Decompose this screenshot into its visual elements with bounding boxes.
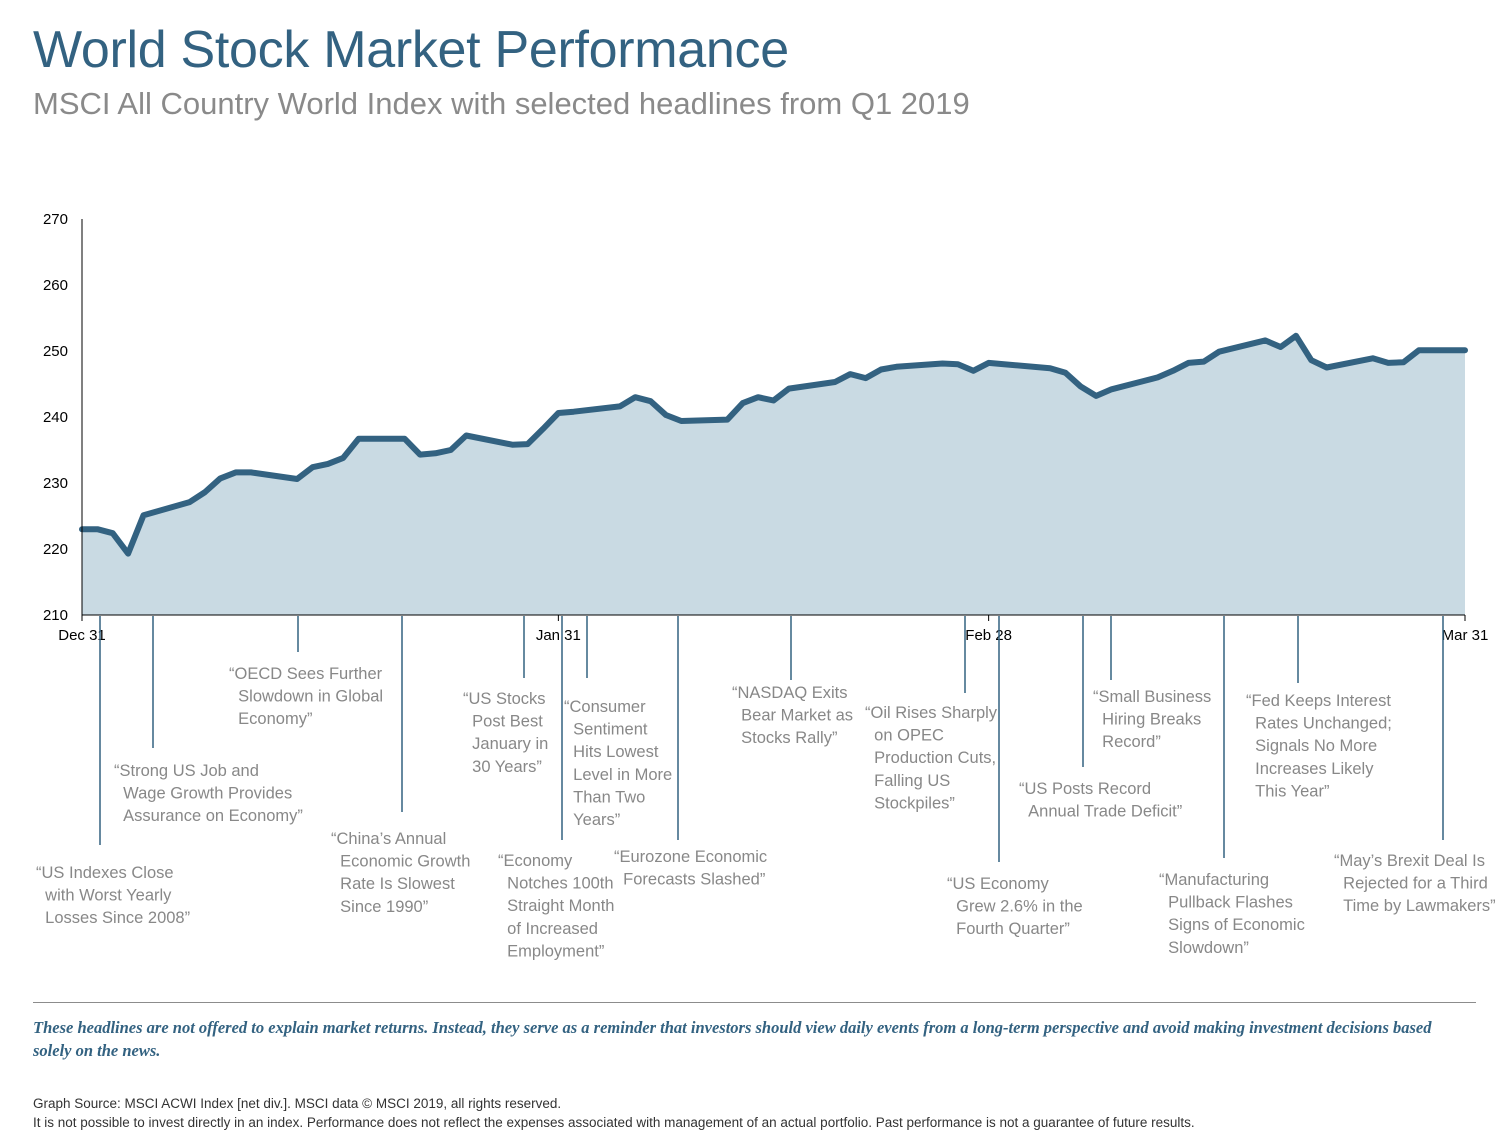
y-tick-label: 210 xyxy=(43,607,68,624)
headline-annotation: “US Economy Grew 2.6% in the Fourth Quar… xyxy=(947,875,1083,938)
headline-line: “China’s Annual xyxy=(331,830,446,848)
headline-annotation: “May’s Brexit Deal Is Rejected for a Thi… xyxy=(1334,852,1496,915)
headline-line: 30 Years” xyxy=(463,758,542,776)
headline-line: Signals No More xyxy=(1246,737,1377,755)
y-tick-label: 240 xyxy=(43,409,68,426)
headline-annotation: “US Indexes Close with Worst Yearly Loss… xyxy=(36,864,190,927)
headline-line: Notches 100th xyxy=(498,875,614,893)
headline-line: Stockpiles” xyxy=(865,794,955,812)
headline-line: “Manufacturing xyxy=(1159,871,1269,889)
headline-line: Slowdown in Global xyxy=(229,688,383,706)
y-tick-label: 260 xyxy=(43,277,68,294)
footer-divider xyxy=(33,1002,1476,1003)
headline-line: Assurance on Economy” xyxy=(114,807,303,825)
headline-line: Straight Month xyxy=(498,897,614,915)
headline-line: Record” xyxy=(1093,733,1161,751)
x-tick-label: Jan 31 xyxy=(536,627,581,644)
headline-line: “Oil Rises Sharply xyxy=(865,704,998,722)
headline-line: Level in More xyxy=(564,766,672,784)
headline-line: January in xyxy=(463,735,548,753)
headline-line: Losses Since 2008” xyxy=(36,909,190,927)
headline-line: Fourth Quarter” xyxy=(947,920,1070,938)
y-tick-label: 250 xyxy=(43,343,68,360)
headline-line: Rejected for a Third xyxy=(1334,875,1488,893)
headline-line: “US Stocks xyxy=(463,690,546,708)
series-line xyxy=(79,332,1468,557)
headline-line: Economy” xyxy=(229,710,312,728)
headline-line: Production Cuts, xyxy=(865,749,996,767)
x-tick-label: Feb 28 xyxy=(965,627,1012,644)
headline-line: Hits Lowest xyxy=(564,743,659,761)
chart-title: World Stock Market Performance xyxy=(33,21,789,79)
headline-line: “NASDAQ Exits xyxy=(732,684,848,702)
headline-line: “US Posts Record xyxy=(1019,780,1151,798)
headline-line: Time by Lawmakers” xyxy=(1334,897,1496,915)
headline-annotation: “US Stocks Post Best January in 30 Years… xyxy=(463,690,548,776)
headline-line: “US Indexes Close xyxy=(36,864,174,882)
headline-line: “US Economy xyxy=(947,875,1050,893)
headline-line: This Year” xyxy=(1246,782,1329,800)
x-tick-label: Dec 31 xyxy=(58,627,106,644)
headline-annotation: “Oil Rises Sharply on OPEC Production Cu… xyxy=(865,704,998,812)
headline-annotation: “Consumer Sentiment Hits Lowest Level in… xyxy=(564,698,672,829)
series-area xyxy=(82,335,1465,615)
headline-annotation: “Fed Keeps Interest Rates Unchanged; Sig… xyxy=(1246,692,1392,800)
headline-line: Falling US xyxy=(865,772,950,790)
headline-annotation: “Eurozone Economic Forecasts Slashed” xyxy=(614,848,767,889)
headline-annotation: “NASDAQ Exits Bear Market as Stocks Rall… xyxy=(732,684,853,747)
headline-line: Post Best xyxy=(463,713,543,731)
headline-line: “OECD Sees Further xyxy=(229,665,383,683)
chart-area: 210 220 230 240 250 260 270 Dec 31 Jan 31 Feb 28 M… xyxy=(36,211,1496,960)
headline-line: Rates Unchanged; xyxy=(1246,715,1392,733)
headline-line: Sentiment xyxy=(564,721,648,739)
headline-line: “Economy xyxy=(498,852,573,870)
headline-line: Hiring Breaks xyxy=(1093,711,1201,729)
headline-line: Annual Trade Deficit” xyxy=(1019,803,1182,821)
headline-line: Forecasts Slashed” xyxy=(614,871,765,889)
headline-line: Signs of Economic xyxy=(1159,916,1305,934)
headline-line: Wage Growth Provides xyxy=(114,785,292,803)
headline-line: Bear Market as xyxy=(732,707,853,725)
headline-annotation: “OECD Sees Further Slowdown in Global Ec… xyxy=(229,665,383,728)
headline-line: Pullback Flashes xyxy=(1159,894,1293,912)
headline-annotation: “Manufacturing Pullback Flashes Signs of… xyxy=(1159,871,1305,957)
disclaimer-text: These headlines are not offered to expla… xyxy=(33,1018,1432,1060)
headline-line: “May’s Brexit Deal Is xyxy=(1334,852,1485,870)
headline-annotation: “Economy Notches 100th Straight Month of… xyxy=(498,852,614,960)
headline-line: Years” xyxy=(564,811,620,829)
headline-line: Since 1990” xyxy=(331,898,428,916)
headline-line: Stocks Rally” xyxy=(732,729,837,747)
headline-line: Slowdown” xyxy=(1159,939,1249,957)
headline-line: “Eurozone Economic xyxy=(614,848,767,866)
headline-line: of Increased xyxy=(498,920,598,938)
headline-line: with Worst Yearly xyxy=(36,887,172,905)
headline-line: “Fed Keeps Interest xyxy=(1246,692,1391,710)
y-tick-label: 220 xyxy=(43,541,68,558)
headline-line: Economic Growth xyxy=(331,853,470,871)
headline-line: on OPEC xyxy=(865,727,944,745)
headline-line: “Consumer xyxy=(564,698,646,716)
chart-subtitle: MSCI All Country World Index with select… xyxy=(33,86,970,121)
headline-line: Than Two xyxy=(564,788,645,806)
headline-annotation: “China’s Annual Economic Growth Rate Is … xyxy=(331,830,470,916)
headline-line: Increases Likely xyxy=(1246,760,1374,778)
headline-annotation: “Strong US Job and Wage Growth Provides … xyxy=(114,762,303,825)
headline-line: Grew 2.6% in the xyxy=(947,898,1083,916)
x-tick-label: Mar 31 xyxy=(1442,627,1489,644)
headline-annotation: “US Posts Record Annual Trade Deficit” xyxy=(1019,780,1182,821)
y-tick-label: 270 xyxy=(43,211,68,228)
headline-line: “Small Business xyxy=(1093,688,1211,706)
headline-line: Rate Is Slowest xyxy=(331,875,455,893)
y-tick-label: 230 xyxy=(43,475,68,492)
graph-source-text: Graph Source: MSCI ACWI Index [net div.]… xyxy=(33,1096,562,1111)
headline-annotation: “Small Business Hiring Breaks Record” xyxy=(1093,688,1211,751)
index-note-text: It is not possible to invest directly in… xyxy=(33,1115,1195,1130)
headline-line: Employment” xyxy=(498,942,604,960)
headline-line: “Strong US Job and xyxy=(114,762,259,780)
